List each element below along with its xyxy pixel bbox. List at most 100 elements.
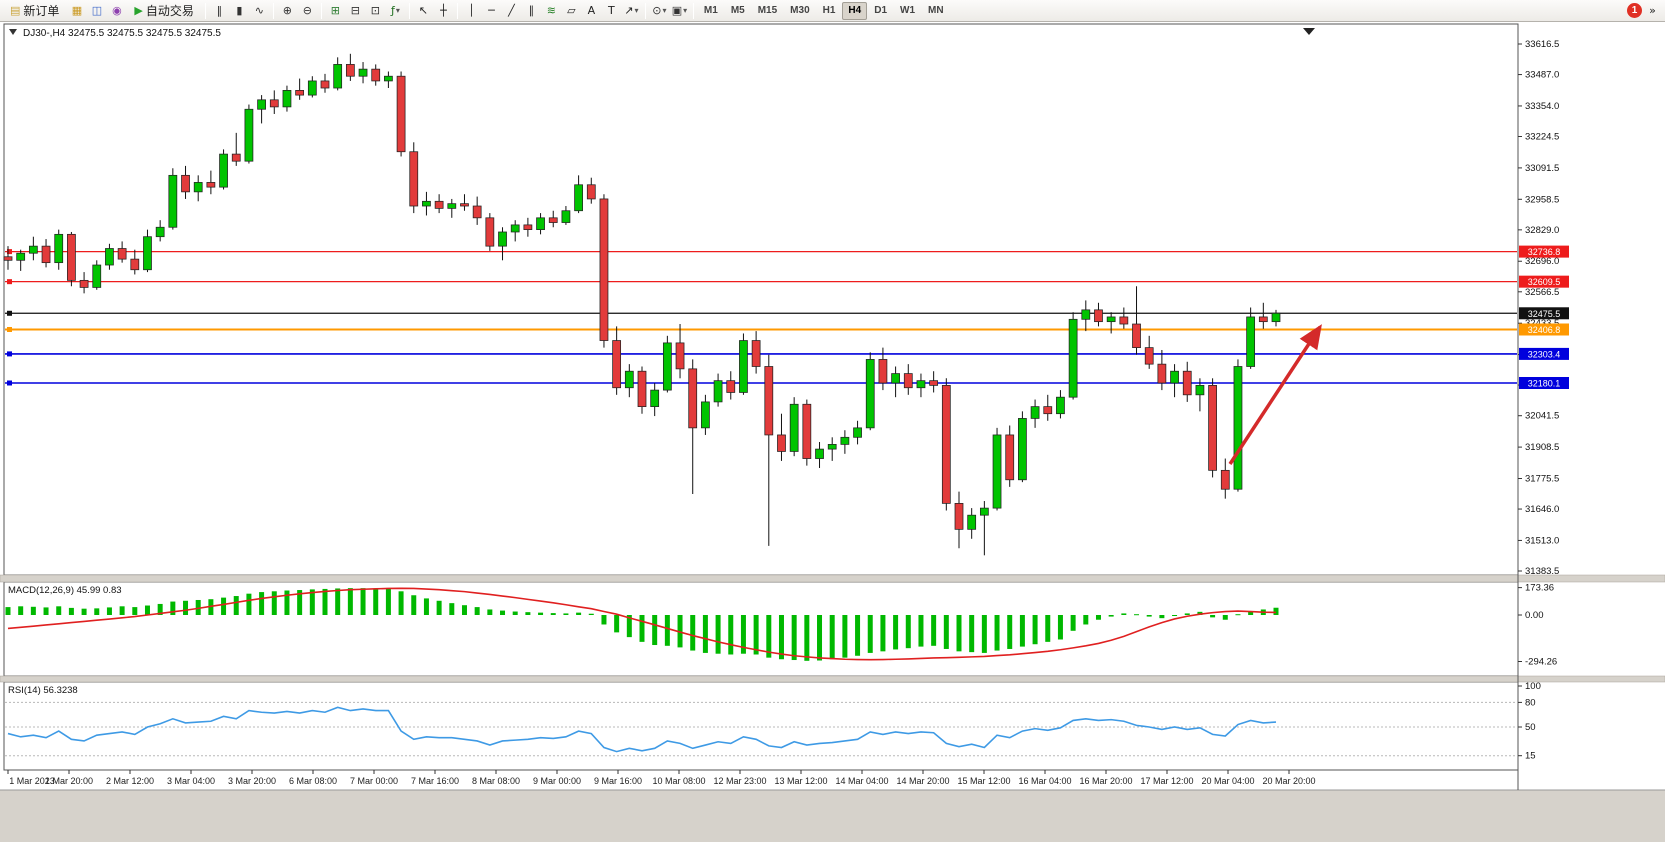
horizontal-line-icon[interactable]: ─ bbox=[482, 1, 501, 20]
time-axis-label[interactable]: 14 Mar 04:00 bbox=[835, 776, 888, 786]
time-axis-label[interactable]: 3 Mar 20:00 bbox=[228, 776, 276, 786]
candle-up bbox=[219, 153, 228, 188]
candle-down bbox=[675, 342, 685, 370]
timeframe-m30-button[interactable]: M30 bbox=[790, 5, 810, 16]
templates-icon[interactable]: ▣ ▾ bbox=[670, 1, 689, 20]
profiles-icon[interactable]: ◫ bbox=[87, 1, 106, 20]
help-icon[interactable]: ◉ bbox=[107, 1, 126, 20]
time-axis-label[interactable]: 1 Mar 2023 bbox=[9, 776, 55, 786]
pane-splitter[interactable] bbox=[0, 675, 1665, 683]
time-axis-label[interactable]: 17 Mar 12:00 bbox=[1140, 776, 1193, 786]
notification-badge[interactable]: 1 bbox=[1627, 3, 1642, 18]
pane-splitter[interactable] bbox=[0, 574, 1665, 583]
time-axis-label[interactable]: 16 Mar 04:00 bbox=[1018, 776, 1071, 786]
time-axis-label[interactable]: 9 Mar 00:00 bbox=[533, 776, 581, 786]
candle-down bbox=[117, 248, 127, 260]
channel-icon[interactable]: ∥ bbox=[522, 1, 541, 20]
timeframe-m1-button[interactable]: M1 bbox=[703, 5, 718, 16]
fibonacci-icon[interactable]: ≋ bbox=[542, 1, 561, 20]
text-icon[interactable]: A bbox=[582, 1, 601, 20]
one-click-trading-toggle[interactable] bbox=[9, 29, 17, 35]
time-axis-label[interactable]: 8 Mar 08:00 bbox=[472, 776, 520, 786]
level-handle[interactable] bbox=[7, 351, 12, 357]
candle-up bbox=[815, 448, 824, 459]
new-order-button[interactable]: ▤ 新订单 bbox=[3, 1, 66, 20]
trend-arrow[interactable] bbox=[1228, 324, 1322, 465]
bar-chart-icon: ‖ bbox=[216, 4, 223, 17]
time-axis-label[interactable]: 6 Mar 08:00 bbox=[289, 776, 337, 786]
time-axis-label[interactable]: 20 Mar 20:00 bbox=[1262, 776, 1315, 786]
level-handle[interactable] bbox=[7, 380, 12, 386]
level-handle[interactable] bbox=[7, 326, 12, 332]
macd-pane[interactable] bbox=[3, 581, 1519, 677]
candles[interactable] bbox=[3, 53, 1281, 556]
rsi-pane[interactable] bbox=[3, 681, 1519, 771]
chart-list-icon[interactable]: ▦ bbox=[67, 1, 86, 20]
level-handle[interactable] bbox=[7, 249, 12, 255]
time-axis-label[interactable]: 7 Mar 00:00 bbox=[350, 776, 398, 786]
arrows-icon[interactable]: ↗ ▾ bbox=[622, 1, 641, 20]
help-icon: ◉ bbox=[112, 4, 122, 17]
zoom-in-icon[interactable]: ⊕ bbox=[278, 1, 297, 20]
time-axis-label[interactable]: 13 Mar 12:00 bbox=[774, 776, 827, 786]
price-label-box-32475.5 bbox=[1519, 307, 1569, 320]
timeframe-h1-button[interactable]: H1 bbox=[822, 5, 836, 16]
cursor-icon[interactable]: ↖ bbox=[414, 1, 433, 20]
time-axis-label[interactable]: 7 Mar 16:00 bbox=[411, 776, 459, 786]
candle-up bbox=[28, 245, 38, 254]
toolbar-overflow-icon[interactable]: » bbox=[1649, 4, 1656, 17]
chart-shift-marker[interactable] bbox=[1303, 28, 1315, 35]
trendline-icon[interactable]: ╱ bbox=[502, 1, 521, 20]
level-handle[interactable] bbox=[7, 279, 12, 285]
time-axis-label[interactable]: 14 Mar 20:00 bbox=[896, 776, 949, 786]
rsi-line bbox=[7, 706, 1277, 753]
periods-icon[interactable]: ⊙ ▾ bbox=[650, 1, 669, 20]
timeframe-d1-button[interactable]: D1 bbox=[874, 5, 888, 16]
price-tick-label: 31908.5 bbox=[1525, 442, 1559, 453]
zoom-out-icon[interactable]: ⊖ bbox=[298, 1, 317, 20]
timeframe-mn-button[interactable]: MN bbox=[928, 5, 944, 16]
label-icon[interactable]: T bbox=[602, 1, 621, 20]
toolbar: ▤ 新订单 ▦ ◫ ◉ ▶ 自动交易 ‖ ▮ ∿ ⊕ ⊖ ⊞ ⊟ ⊡ ƒ ▾ ↖ ┼ │ ─ ╱ ∥ ≋ ▱ A T ↗ ▾ ⊙ ▾ ▣ ▾ M1… bbox=[0, 0, 1665, 22]
time-axis-label[interactable]: 12 Mar 23:00 bbox=[713, 776, 766, 786]
cascade-windows-icon[interactable]: ⊟ bbox=[346, 1, 365, 20]
time-axis-label[interactable]: 16 Mar 20:00 bbox=[1079, 776, 1132, 786]
time-axis-label[interactable]: 20 Mar 04:00 bbox=[1201, 776, 1254, 786]
shapes-icon[interactable]: ▱ bbox=[562, 1, 581, 20]
tile-windows-icon[interactable]: ⊞ bbox=[326, 1, 345, 20]
candle-down bbox=[1005, 434, 1015, 481]
timeframe-m15-button[interactable]: M15 bbox=[757, 5, 778, 16]
level-handle[interactable] bbox=[7, 310, 12, 316]
time-axis-label[interactable]: 10 Mar 08:00 bbox=[652, 776, 705, 786]
candle-up bbox=[244, 108, 254, 162]
timeframe-h4-button[interactable]: H4 bbox=[842, 1, 868, 20]
time-axis-label[interactable]: 9 Mar 16:00 bbox=[594, 776, 642, 786]
line-chart-icon[interactable]: ∿ bbox=[250, 1, 269, 20]
price-label-box-32406.8 bbox=[1519, 323, 1569, 336]
candle-up bbox=[1056, 396, 1065, 415]
time-axis-label[interactable]: 1 Mar 20:00 bbox=[45, 776, 93, 786]
new-order-icon: ▤ bbox=[10, 4, 21, 17]
candlestick-chart-icon[interactable]: ▮ bbox=[230, 1, 249, 20]
time-axis-label[interactable]: 3 Mar 04:00 bbox=[167, 776, 215, 786]
candle-up bbox=[1195, 385, 1205, 396]
candle-up bbox=[713, 380, 723, 403]
shapes-icon: ▱ bbox=[567, 4, 576, 17]
arrange-windows-icon[interactable]: ⊡ bbox=[366, 1, 385, 20]
time-axis-label[interactable]: 15 Mar 12:00 bbox=[957, 776, 1010, 786]
candle-down bbox=[751, 340, 761, 367]
time-axis-label[interactable]: 2 Mar 12:00 bbox=[106, 776, 154, 786]
timeframe-m5-button[interactable]: M5 bbox=[730, 5, 745, 16]
bar-chart-icon[interactable]: ‖ bbox=[210, 1, 229, 20]
indicators-icon[interactable]: ƒ ▾ bbox=[386, 1, 405, 20]
timeframe-w1-button[interactable]: W1 bbox=[900, 5, 916, 16]
price-tick-label: 31775.5 bbox=[1525, 473, 1559, 484]
candle-up bbox=[853, 427, 862, 438]
candle-up bbox=[143, 236, 152, 271]
vertical-line-icon[interactable]: │ bbox=[462, 1, 481, 20]
chart-canvas[interactable]: 33616.5 33487.0 33354.0 33224.5 33091.5 32958… bbox=[0, 22, 1665, 842]
candle-up bbox=[662, 342, 672, 391]
price-pane[interactable] bbox=[3, 23, 1519, 576]
auto-trading-button[interactable]: ▶ 自动交易 bbox=[127, 1, 200, 20]
crosshair-icon[interactable]: ┼ bbox=[434, 1, 453, 20]
